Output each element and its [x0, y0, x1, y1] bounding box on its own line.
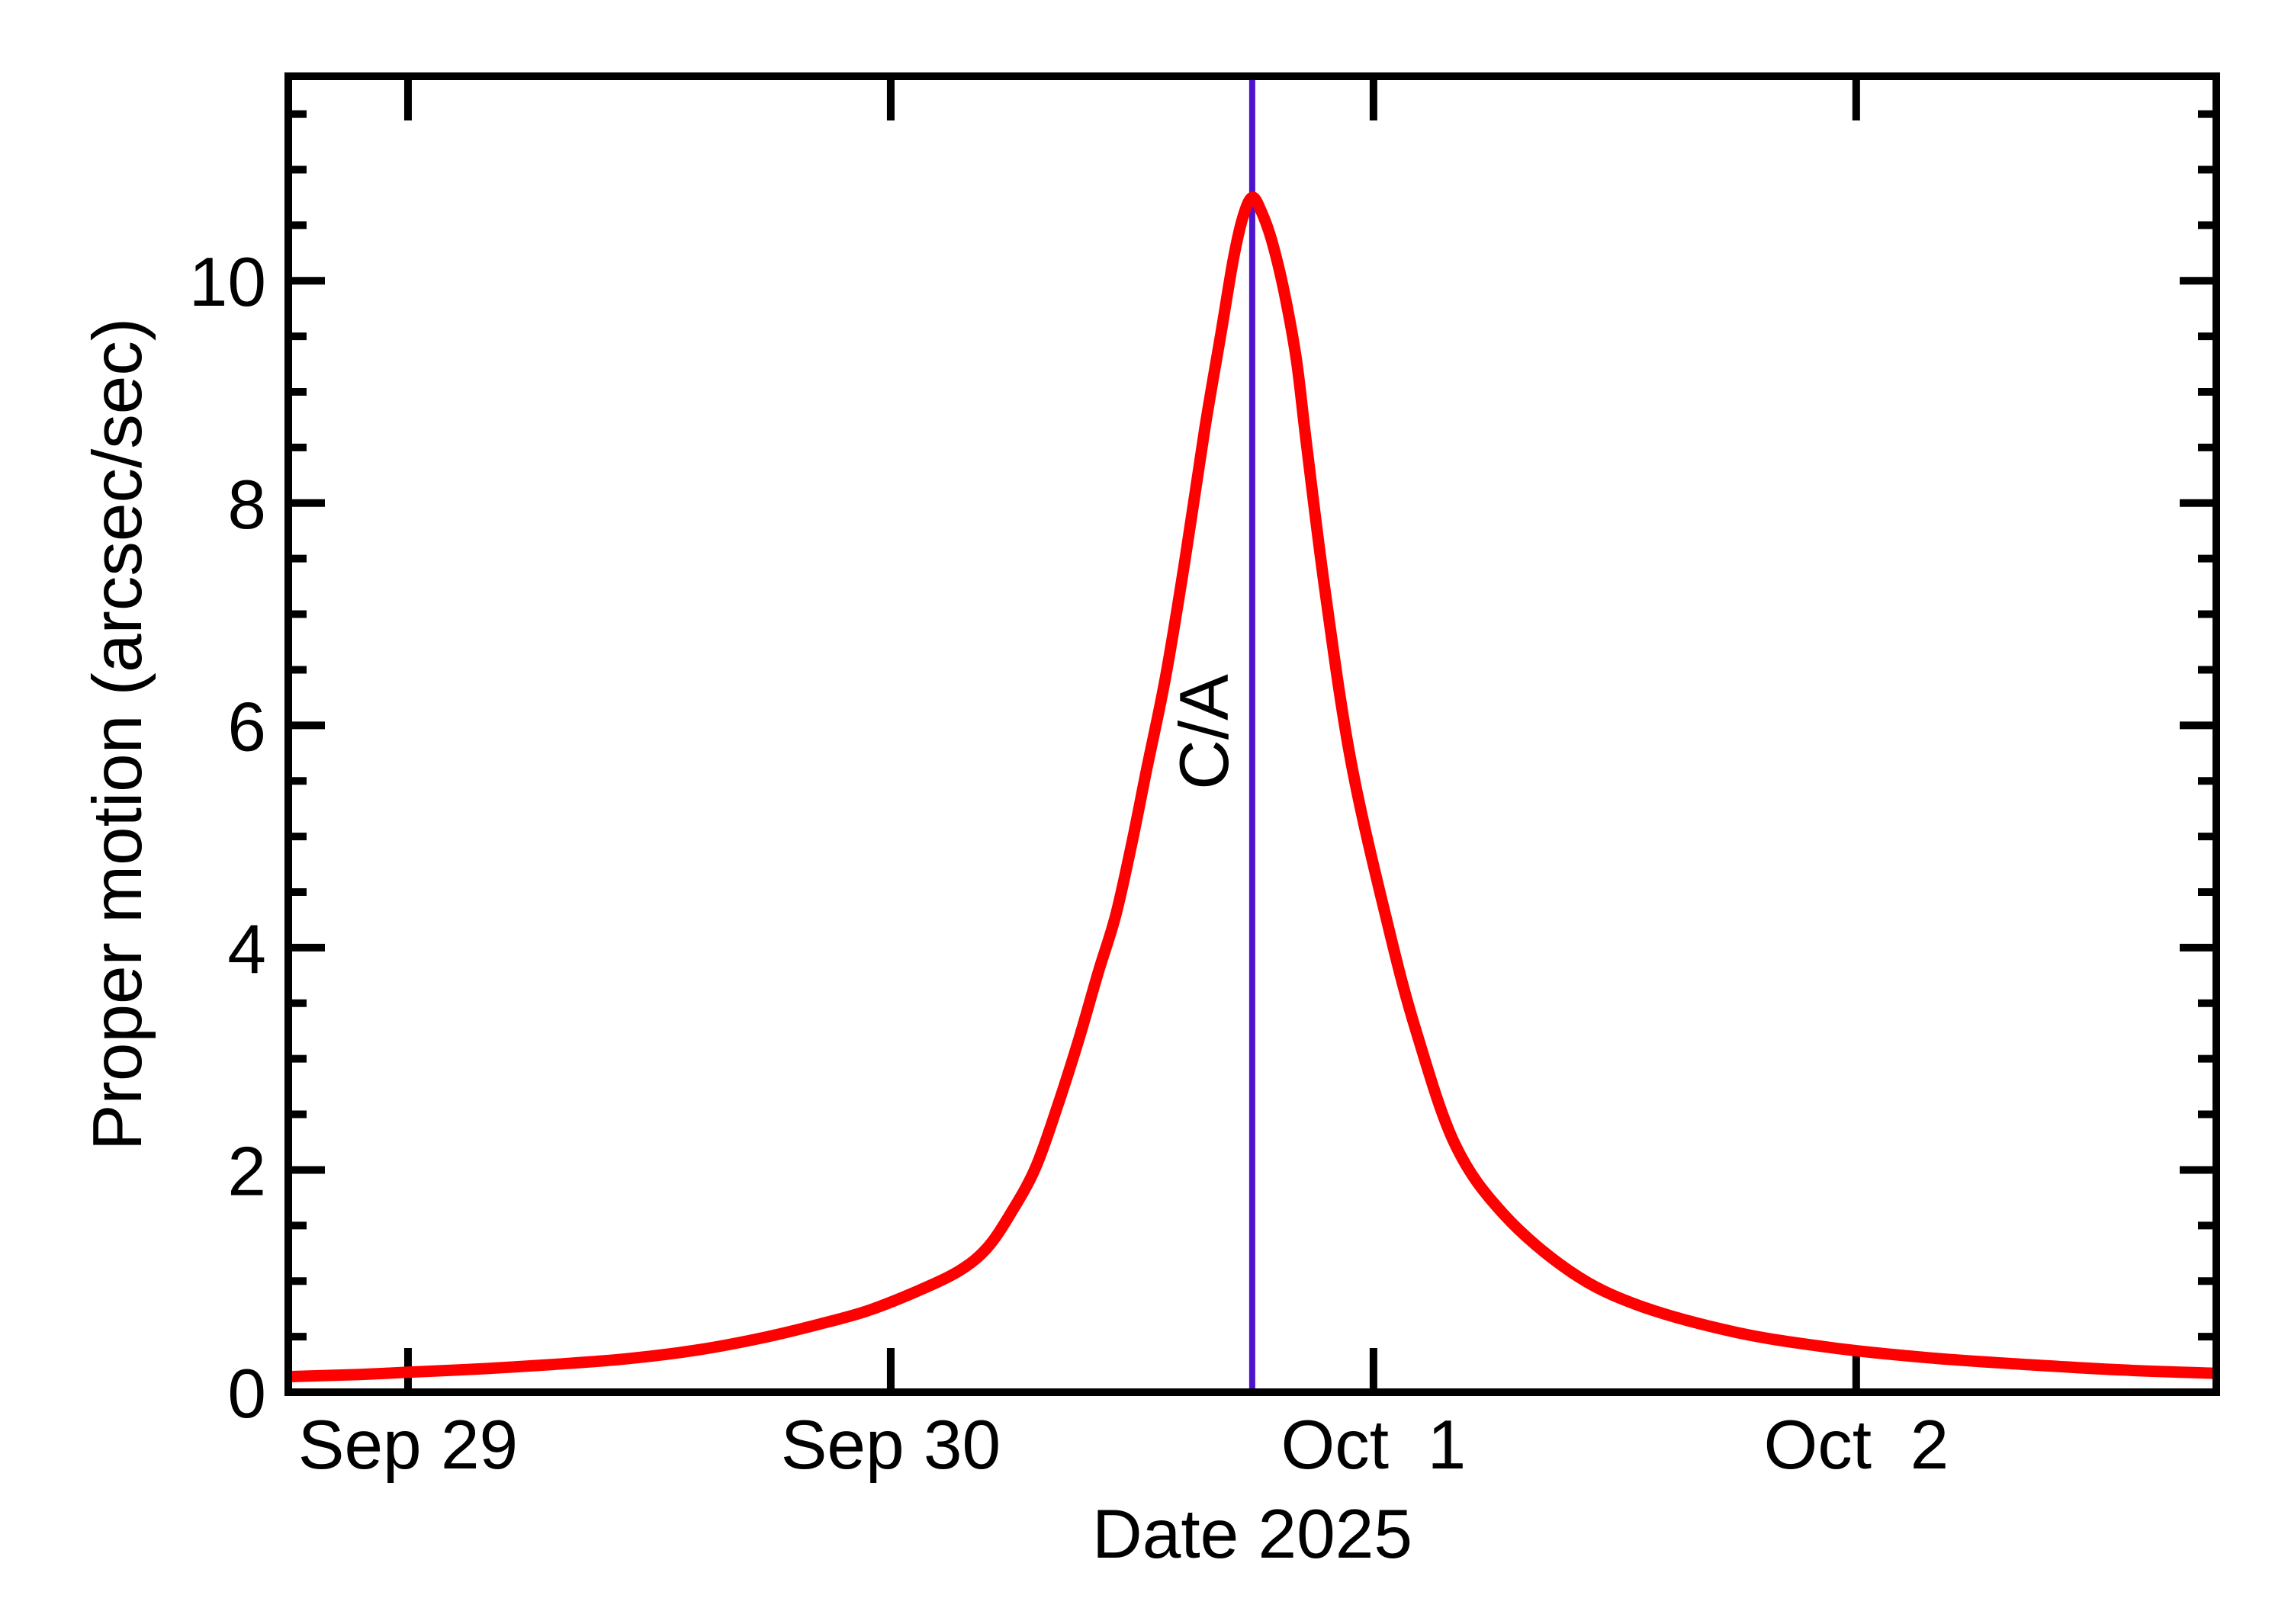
- data-curve: [288, 191, 2217, 1383]
- closest-approach-annotation: C/A: [1166, 76, 1255, 1392]
- ca-label: C/A: [1166, 674, 1243, 790]
- y-axis-title: Proper motion (arcsec/sec): [79, 318, 156, 1151]
- x-tick-label: Sep 30: [781, 1407, 1001, 1484]
- y-tick-label: 2: [227, 1133, 266, 1210]
- y-tick-label: 8: [227, 467, 266, 544]
- data-series: [288, 191, 2217, 1383]
- x-tick-label: Oct 2: [1763, 1407, 1949, 1484]
- y-tick-label: 10: [189, 244, 266, 321]
- plot-frame: [284, 72, 2220, 1396]
- y-tick-label: 0: [227, 1356, 266, 1433]
- x-tick-label: Sep 29: [298, 1407, 518, 1484]
- axis-labels: Sep 29 Sep 30 Oct 1 Oct 2 0 2 4 6 8 10 Date 2025 Pr…: [79, 244, 1949, 1573]
- x-tick-label: Oct 1: [1281, 1407, 1466, 1484]
- axis-ticks: [288, 76, 2216, 1396]
- x-axis-title: Date 2025: [1092, 1496, 1412, 1573]
- y-tick-label: 6: [227, 688, 266, 765]
- y-tick-label: 4: [227, 911, 266, 988]
